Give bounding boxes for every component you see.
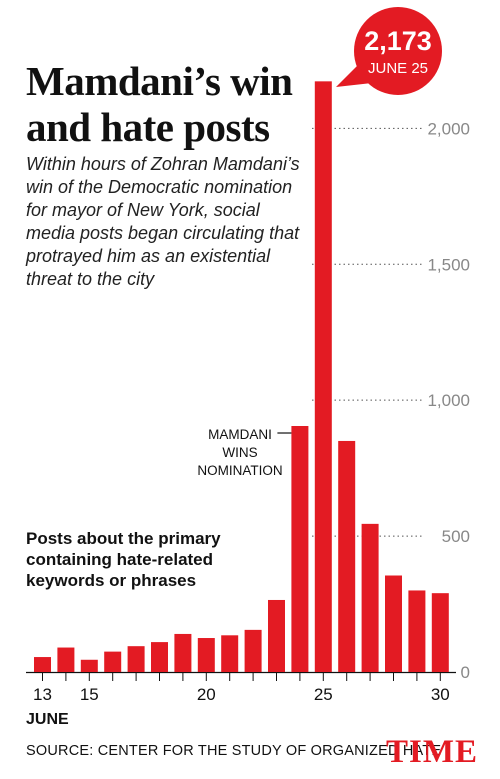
source-note: SOURCE: CENTER FOR THE STUDY OF ORGANIZE… [26,743,442,759]
y-tick-label: 1,500 [427,255,470,274]
bar [244,629,262,672]
bar [221,635,239,672]
bar [80,659,98,672]
y-tick-label: 0 [461,663,470,682]
x-tick-label: 25 [314,685,333,704]
x-tick-label: 30 [431,685,450,704]
bar [197,638,215,672]
bar [431,593,449,672]
x-axis-label: JUNE [26,711,69,728]
y-tick-label: 500 [442,527,470,546]
peak-date-label: JUNE 25 [368,60,428,77]
bar [34,657,51,672]
bars [34,81,449,672]
x-tick-label: 13 [33,685,52,704]
y-tick-labels: 0 500 1,000 1,500 2,000 [427,119,470,682]
bar [151,642,168,672]
annotation-nomination-line: MAMDANI [208,427,272,442]
x-tick-label: 15 [80,685,99,704]
x-tick-labels: 13 15 20 25 30 JUNE [26,672,450,728]
annotation-nomination-line: WINS [222,445,257,460]
peak-bubble [354,7,442,95]
x-tick-label: 20 [197,685,216,704]
bar [127,646,145,672]
bar [57,647,75,672]
chart-description: Posts about the primary containing hate-… [26,529,221,590]
annotation-nomination-line: NOMINATION [197,463,282,478]
publisher-logo: TIME [385,734,478,770]
y-tick-label: 2,000 [427,119,470,138]
bar [314,81,332,672]
peak-bubble-pointer [336,65,372,87]
bar [291,426,309,672]
bar [385,575,402,672]
bar [104,651,122,672]
chart-title: Mamdani’s win and hate posts [26,58,293,150]
bar [174,633,192,672]
y-tick-label: 1,000 [427,391,470,410]
peak-value-label: 2,173 [364,26,432,56]
bar [338,440,356,672]
bar [268,599,285,672]
chart-subtitle: Within hours of Zohran Mamdani’s win of … [26,154,300,289]
bar [408,590,426,672]
annotations: MAMDANI WINS NOMINATION 2,173 JUNE 25 [197,7,442,478]
bar [361,523,379,672]
